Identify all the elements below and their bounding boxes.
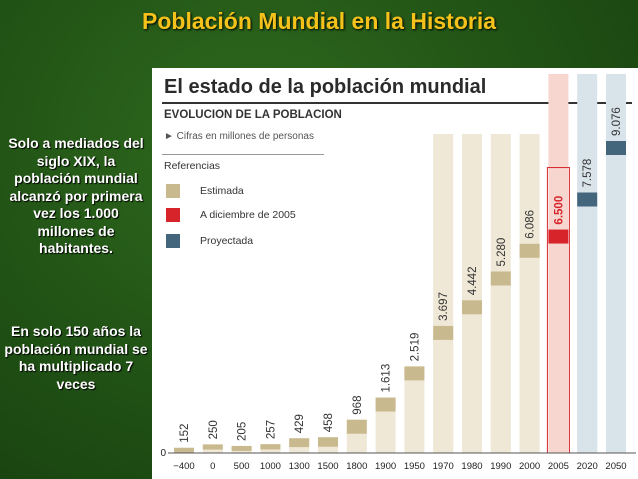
tick-label-1000: 1000 [260, 461, 281, 472]
chart-panel: El estado de la población mundial EVOLUC… [152, 68, 638, 479]
bar-2050 [606, 141, 626, 453]
tick-label-1300: 1300 [289, 461, 310, 472]
bar-cap-1980 [462, 300, 482, 315]
value-label-1800: 968 [352, 396, 364, 415]
bar-cap-1300 [289, 438, 310, 448]
value-label-2020: 7.578 [582, 159, 594, 188]
tick-label-2000: 2000 [519, 461, 540, 472]
slide-title: Población Mundial en la Historia [142, 8, 496, 34]
title-divider [162, 102, 632, 104]
tick-label-1990: 1990 [490, 461, 511, 472]
bar-cap-2050 [606, 141, 626, 155]
value-label-1980: 4.442 [467, 267, 479, 296]
tick-label-2050: 2050 [605, 461, 626, 472]
value-label-−400: 152 [179, 424, 191, 443]
side-text-second: En solo 150 años la población mundial se… [4, 323, 148, 392]
bar-2020 [577, 192, 598, 453]
value-label-1300: 429 [294, 414, 306, 433]
bar-cap-1800 [346, 419, 367, 434]
legend-swatch-proyectada [166, 234, 180, 248]
value-label-0: 250 [208, 420, 220, 439]
units-note: ► Cifras en millones de personas [164, 131, 314, 142]
bar-cap-2000 [519, 243, 540, 258]
references-title: Referencias [164, 160, 221, 172]
legend-label-proyectada: Proyectada [200, 235, 254, 247]
legend-label-dic2005: A diciembre de 2005 [200, 209, 296, 221]
bar-cap-−400 [174, 447, 194, 453]
value-label-1970: 3.697 [438, 292, 450, 321]
tick-label-1950: 1950 [404, 461, 425, 472]
population-bar-chart: 152 −400 250 0 205 500 257 1000 429 1300 458 1500 96… [160, 74, 636, 472]
tick-label-1900: 1900 [375, 461, 396, 472]
bar-cap-1950 [404, 366, 425, 381]
value-label-1900: 1.613 [381, 364, 393, 393]
bar-1950 [404, 366, 425, 453]
value-label-1950: 2.519 [409, 333, 421, 362]
legend-label-estimada: Estimada [200, 185, 244, 197]
tick-label-1500: 1500 [317, 461, 338, 472]
bar-2005 [548, 229, 569, 453]
tick-label-2020: 2020 [577, 461, 598, 472]
bar-cap-1500 [318, 437, 338, 447]
bar-2000 [519, 243, 540, 453]
value-label-1990: 5.280 [496, 238, 508, 267]
value-label-2050: 9.076 [611, 107, 623, 136]
value-label-2005: 6.500 [553, 196, 565, 225]
tick-label-1800: 1800 [346, 461, 367, 472]
tick-label-1980: 1980 [461, 461, 482, 472]
bar-cap-1990 [490, 271, 511, 286]
value-label-1000: 257 [265, 420, 277, 439]
bar-cap-1000 [260, 444, 281, 450]
side-text-first: Solo a mediados del siglo XIX, la poblac… [8, 135, 144, 256]
value-label-2000: 6.086 [525, 210, 537, 239]
legend-swatch-dic2005 [166, 208, 180, 222]
tick-label-500: 500 [234, 461, 250, 472]
chart-subtitle: EVOLUCION DE LA POBLACION [164, 109, 342, 121]
tick-label-0: 0 [210, 461, 215, 472]
bar-cap-2005 [548, 229, 569, 244]
bar-1990 [490, 271, 511, 453]
bar-cap-1970 [433, 325, 454, 340]
bar-1970 [433, 325, 454, 453]
bar-cap-2020 [577, 192, 598, 207]
value-label-1500: 458 [323, 413, 335, 432]
bar-cap-500 [231, 445, 252, 451]
value-label-500: 205 [237, 422, 249, 441]
legend-swatch-estimada [166, 184, 180, 198]
panel-title: El estado de la población mundial [164, 76, 487, 98]
bar-cap-0 [202, 444, 223, 450]
bar-1980 [462, 300, 482, 453]
y-zero-label: 0 [160, 448, 166, 459]
tick-label-1970: 1970 [433, 461, 454, 472]
bar-cap-1900 [375, 397, 396, 412]
references-divider [162, 154, 324, 155]
tick-label-−400: −400 [173, 461, 194, 472]
tick-label-2005: 2005 [548, 461, 569, 472]
